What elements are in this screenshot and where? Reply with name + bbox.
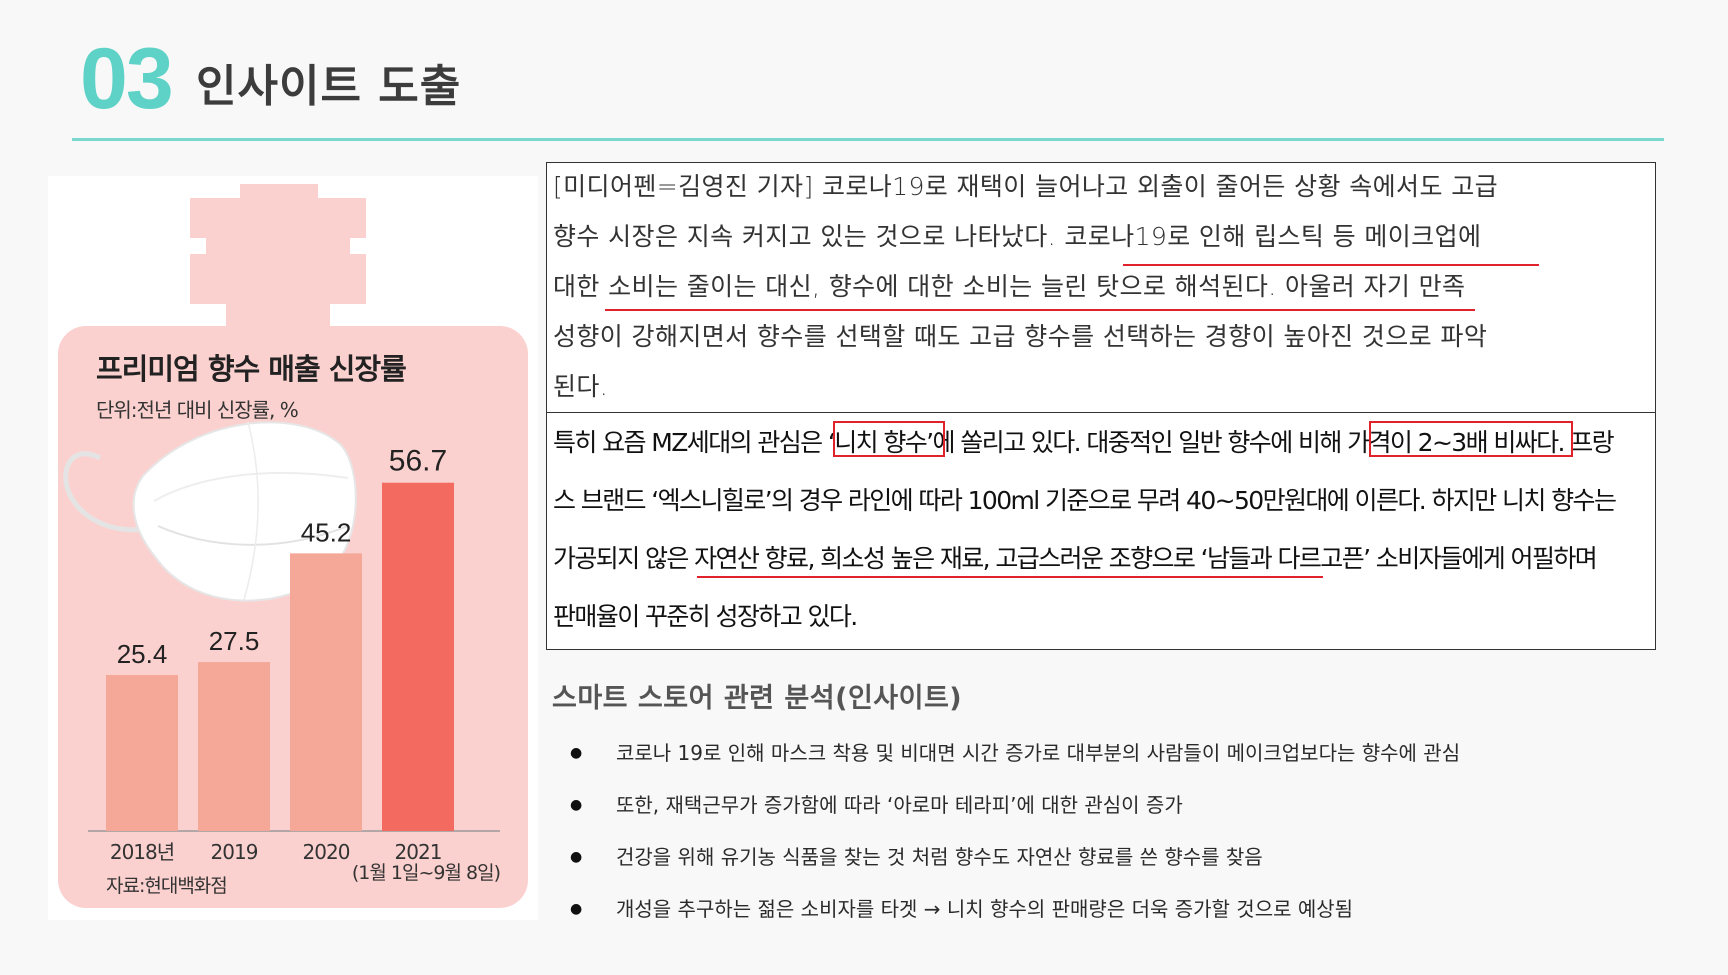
article1-line-3: 대한 소비는 줄이는 대신, 향수에 대한 소비는 늘린 탓으로 해석된다. 아…: [553, 272, 1466, 301]
article-excerpt-1: [미디어펜=김영진 기자] 코로나19로 재택이 늘어나고 외출이 줄어든 상황…: [546, 162, 1656, 414]
bar-value-label: 25.4: [117, 639, 168, 669]
bar-2018년: [106, 674, 178, 831]
article1-line-1: [미디어펜=김영진 기자] 코로나19로 재택이 늘어나고 외출이 줄어든 상황…: [553, 172, 1498, 201]
highlight-underline: [605, 309, 1475, 311]
bottle-cap-shape: [190, 184, 366, 326]
bar-value-label: 56.7: [389, 445, 447, 478]
page-title: 인사이트 도출: [196, 61, 462, 112]
insight-item: 개성을 추구하는 젊은 소비자를 타겟 → 니치 향수의 판매량은 더욱 증가할…: [570, 896, 1460, 948]
title-divider: [72, 138, 1664, 141]
section-number: 03: [80, 31, 174, 127]
highlight-underline: [697, 576, 1323, 578]
highlight-box: [1369, 421, 1573, 457]
bar-2020: [290, 553, 362, 831]
article1-line-5: 된다.: [553, 372, 609, 401]
insight-item: 건강을 위해 유기농 식품을 찾는 것 처럼 향수도 자연산 향료를 쓴 향수를…: [570, 844, 1460, 896]
article1-line-2: 향수 시장은 지속 커지고 있는 것으로 나타났다. 코로나19로 인해 립스틱…: [553, 222, 1482, 251]
x-tick-label: 2019: [211, 840, 258, 864]
bar-value-label: 27.5: [209, 626, 260, 656]
insight-list: 코로나 19로 인해 마스크 착용 및 비대면 시간 증가로 대부분의 사람들이…: [570, 740, 1460, 948]
x-tick-label: 2018년: [110, 840, 174, 864]
chart-title: 프리미엄 향수 매출 신장률: [96, 352, 407, 386]
perfume-sales-infographic: 25.4 2018년 27.5 2019 45.2 2020 56.7 2021 자료:현대백…: [48, 176, 538, 920]
bar-2019: [198, 662, 270, 831]
bar-2021: [382, 482, 454, 831]
bar-value-label: 45.2: [301, 517, 352, 547]
article2-line-1: 특히 요즘 MZ세대의 관심은 ‘니치 향수’에 쏠리고 있다. 대중적인 일반…: [553, 428, 1615, 457]
perfume-bottle-chart: 25.4 2018년 27.5 2019 45.2 2020 56.7 2021 자료:현대백…: [58, 184, 528, 908]
article2-line-2: 스 브랜드 ‘엑스니힐로’의 경우 라인에 따라 100ml 기준으로 무려 4…: [553, 486, 1617, 515]
insight-item: 또한, 재택근무가 증가함에 따라 ‘아로마 테라피’에 대한 관심이 증가: [570, 792, 1460, 844]
highlight-underline: [1123, 264, 1539, 266]
chart-source: 자료:현대백화점: [106, 875, 227, 897]
chart-subtitle: 단위:전년 대비 신장률, %: [96, 398, 299, 422]
article2-line-3: 가공되지 않은 자연산 향료, 희소성 높은 재료, 고급스러운 조향으로 ‘남…: [553, 544, 1598, 573]
insight-heading: 스마트 스토어 관련 분석(인사이트): [552, 683, 963, 714]
article-excerpt-2: 특히 요즘 MZ세대의 관심은 ‘니치 향수’에 쏠리고 있다. 대중적인 일반…: [546, 412, 1656, 650]
article2-line-4: 판매율이 꾸준히 성장하고 있다.: [553, 602, 858, 631]
article1-line-4: 성향이 강해지면서 향수를 선택할 때도 고급 향수를 선택하는 경향이 높아진…: [553, 322, 1488, 351]
chart-period-note: (1월 1일~9월 8일): [352, 862, 500, 884]
highlight-box: [833, 421, 945, 457]
insight-item: 코로나 19로 인해 마스크 착용 및 비대면 시간 증가로 대부분의 사람들이…: [570, 740, 1460, 792]
x-tick-label: 2021: [395, 840, 442, 864]
x-tick-label: 2020: [303, 840, 350, 864]
